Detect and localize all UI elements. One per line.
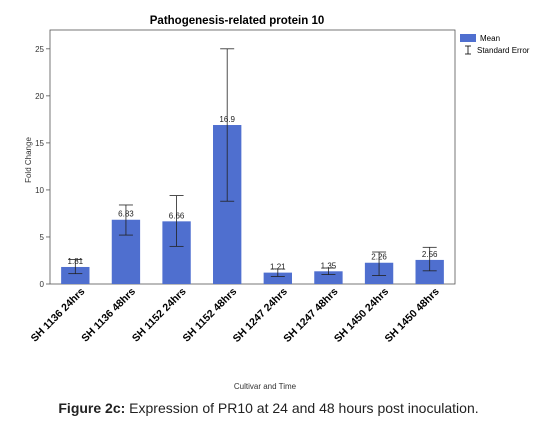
data-label: 6.83 xyxy=(118,210,134,219)
data-label: 2.56 xyxy=(422,250,438,259)
y-tick-label: 10 xyxy=(35,186,44,195)
legend-mean-label: Mean xyxy=(480,34,500,43)
chart-title: Pathogenesis-related protein 10 xyxy=(150,15,324,27)
legend: Mean Standard Error xyxy=(460,34,530,55)
figure-caption: Figure 2c: Expression of PR10 at 24 and … xyxy=(0,400,537,416)
error-bar xyxy=(372,251,387,276)
error-bar xyxy=(68,259,83,275)
error-bar xyxy=(169,195,184,247)
caption-label: Figure 2c: xyxy=(58,400,126,416)
legend-se-icon xyxy=(465,45,471,55)
data-label: 1.35 xyxy=(321,261,337,270)
data-label: 16.9 xyxy=(219,115,235,124)
y-tick-label: 25 xyxy=(35,45,44,54)
legend-se-label: Standard Error xyxy=(477,46,530,55)
y-tick-label: 0 xyxy=(40,280,45,289)
data-label: 1.81 xyxy=(68,257,84,266)
error-bars xyxy=(68,48,437,277)
y-axis-label: Fold Change xyxy=(24,137,33,183)
data-label: 2.26 xyxy=(371,253,387,262)
data-label: 1.21 xyxy=(270,263,286,272)
error-bar xyxy=(220,48,235,202)
plot-frame xyxy=(49,29,456,285)
bars xyxy=(61,125,444,284)
caption-text: Expression of PR10 at 24 and 48 hours po… xyxy=(125,400,479,416)
bar xyxy=(314,271,343,284)
error-bar xyxy=(118,204,133,236)
legend-mean-swatch xyxy=(460,34,476,42)
axes: 0 5 10 15 20 25 xyxy=(35,29,456,289)
error-bar xyxy=(422,246,437,272)
bar xyxy=(263,272,292,284)
y-tick-label: 15 xyxy=(35,139,44,148)
data-labels: 1.81 6.83 6.66 16.9 1.21 1.35 2.26 2.56 xyxy=(68,115,438,272)
data-label: 6.66 xyxy=(169,211,185,220)
y-tick-label: 5 xyxy=(40,233,45,242)
error-bar xyxy=(270,268,285,277)
bar xyxy=(61,266,90,284)
x-axis-label: Cultivar and Time xyxy=(234,382,297,391)
y-tick-label: 20 xyxy=(35,92,44,101)
error-bar xyxy=(321,267,336,275)
bar-chart: Pathogenesis-related protein 10 Fold Cha… xyxy=(24,15,530,391)
